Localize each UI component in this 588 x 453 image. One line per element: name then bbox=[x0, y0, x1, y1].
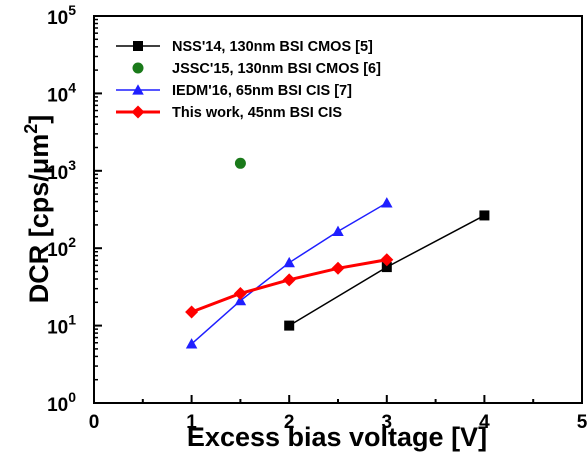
y-tick-label-exponent: 1 bbox=[68, 312, 76, 328]
y-tick-label: 103 bbox=[47, 157, 76, 184]
data-point-series-3 bbox=[282, 273, 296, 287]
y-tick-label-exponent: 2 bbox=[68, 234, 76, 250]
legend-label-3: This work, 45nm BSI CIS bbox=[172, 105, 342, 121]
legend-marker-0 bbox=[133, 41, 143, 51]
data-point-series-2 bbox=[332, 225, 344, 236]
data-point-series-0 bbox=[284, 320, 295, 331]
x-axis-ticks: 0 1 2 3 4 5 bbox=[89, 395, 588, 433]
y-axis-title-end: ] bbox=[24, 115, 54, 124]
y-tick-label-base: 10 bbox=[47, 240, 68, 261]
y-axis-title: DCR [cps/μm2] bbox=[21, 115, 54, 304]
x-tick-label: 4 bbox=[479, 412, 490, 433]
legend-label-1: JSSC'15, 130nm BSI CMOS [6] bbox=[172, 61, 381, 77]
x-tick-label: 0 bbox=[89, 412, 100, 433]
y-tick-label-exponent: 4 bbox=[68, 79, 76, 95]
data-point-series-2 bbox=[283, 256, 295, 268]
y-tick-label-base: 10 bbox=[47, 8, 68, 29]
y-tick-label: 102 bbox=[47, 234, 76, 261]
data-point-series-2 bbox=[381, 197, 393, 208]
data-point-series-2 bbox=[234, 294, 247, 306]
legend-marker-2 bbox=[132, 84, 144, 95]
y-axis-title-superscript: 2 bbox=[21, 124, 41, 134]
data-point-series-3 bbox=[185, 305, 199, 319]
data-point-series-3 bbox=[380, 253, 394, 267]
series-markers bbox=[185, 157, 490, 349]
x-axis-title: Excess bias voltage [V] bbox=[187, 422, 487, 452]
data-point-series-0 bbox=[479, 210, 490, 221]
y-tick-label-base: 10 bbox=[47, 318, 68, 339]
x-tick-label: 3 bbox=[382, 412, 393, 433]
y-tick-label: 105 bbox=[47, 2, 76, 29]
legend-label-2: IEDM'16, 65nm BSI CIS [7] bbox=[172, 83, 352, 99]
y-tick-label-exponent: 3 bbox=[68, 157, 76, 173]
data-point-series-0 bbox=[381, 262, 392, 273]
y-tick-label-exponent: 0 bbox=[68, 389, 76, 405]
legend-label-0: NSS'14, 130nm BSI CMOS [5] bbox=[172, 39, 373, 55]
x-tick-label: 5 bbox=[577, 412, 588, 433]
x-tick-label: 1 bbox=[186, 412, 197, 433]
y-tick-label: 100 bbox=[47, 389, 76, 416]
y-axis-title-main: DCR [cps/μm bbox=[24, 134, 54, 304]
legend: NSS'14, 130nm BSI CMOS [5] JSSC'15, 130nm… bbox=[116, 39, 381, 121]
y-tick-label-base: 10 bbox=[47, 163, 68, 184]
y-tick-label: 101 bbox=[47, 312, 76, 339]
data-point-series-2 bbox=[185, 338, 198, 349]
y-tick-label: 104 bbox=[47, 79, 76, 106]
data-point-series-1 bbox=[234, 157, 246, 169]
y-tick-label-exponent: 5 bbox=[68, 2, 76, 18]
x-tick-label: 2 bbox=[284, 412, 295, 433]
legend-marker-3 bbox=[131, 105, 145, 119]
data-point-series-3 bbox=[331, 261, 345, 275]
legend-marker-1 bbox=[132, 62, 144, 74]
data-point-series-3 bbox=[233, 286, 247, 300]
y-tick-label-base: 10 bbox=[47, 85, 68, 106]
y-tick-label-base: 10 bbox=[47, 395, 68, 416]
